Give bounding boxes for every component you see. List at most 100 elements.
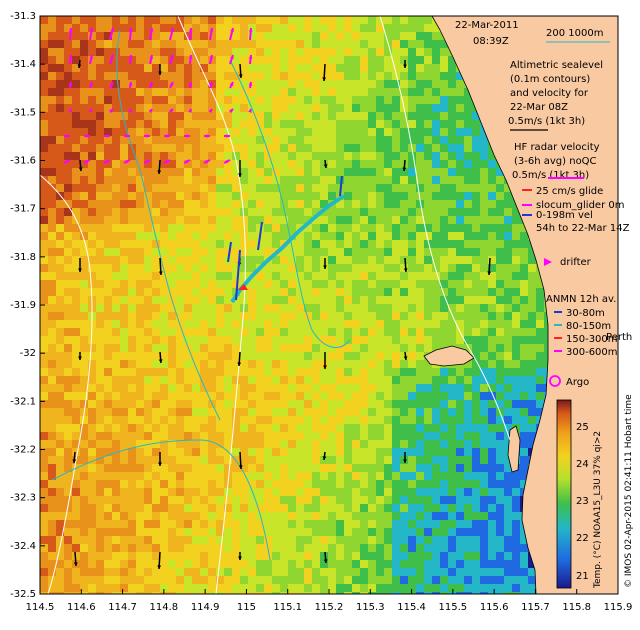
sst-cell xyxy=(336,440,344,448)
sst-cell xyxy=(440,128,448,136)
sst-cell xyxy=(392,400,400,408)
sst-cell xyxy=(232,504,240,512)
sst-cell xyxy=(456,200,464,208)
sst-cell xyxy=(456,472,464,480)
sst-cell xyxy=(264,456,272,464)
sst-cell xyxy=(144,96,152,104)
sst-cell xyxy=(344,40,352,48)
sst-cell xyxy=(248,560,256,568)
sst-cell xyxy=(504,320,512,328)
sst-cell xyxy=(336,104,344,112)
sst-cell xyxy=(288,216,296,224)
sst-cell xyxy=(320,192,328,200)
sst-cell xyxy=(448,464,456,472)
sst-cell xyxy=(128,152,136,160)
sst-cell xyxy=(520,224,528,232)
sst-cell xyxy=(440,152,448,160)
sst-cell xyxy=(288,488,296,496)
sst-cell xyxy=(496,288,504,296)
sst-cell xyxy=(488,368,496,376)
sst-cell xyxy=(448,112,456,120)
sst-cell xyxy=(288,264,296,272)
sst-cell xyxy=(512,400,520,408)
sst-cell xyxy=(288,408,296,416)
sst-cell xyxy=(160,16,168,24)
sst-cell xyxy=(504,368,512,376)
sst-cell xyxy=(384,528,392,536)
sst-cell xyxy=(456,208,464,216)
sst-cell xyxy=(360,248,368,256)
sst-cell xyxy=(320,328,328,336)
sst-cell xyxy=(384,408,392,416)
sst-cell xyxy=(200,424,208,432)
sst-cell xyxy=(416,160,424,168)
sst-cell xyxy=(80,312,88,320)
sst-cell xyxy=(392,344,400,352)
sst-cell xyxy=(136,136,144,144)
sst-cell xyxy=(464,240,472,248)
sst-cell xyxy=(272,88,280,96)
sst-cell xyxy=(248,128,256,136)
sst-cell xyxy=(184,480,192,488)
sst-cell xyxy=(264,384,272,392)
sst-cell xyxy=(160,232,168,240)
sst-cell xyxy=(368,192,376,200)
sst-cell xyxy=(88,408,96,416)
sst-cell xyxy=(256,520,264,528)
sst-cell xyxy=(448,544,456,552)
sst-cell xyxy=(504,272,512,280)
sst-cell xyxy=(280,72,288,80)
sst-cell xyxy=(360,136,368,144)
sst-cell xyxy=(304,320,312,328)
sst-cell xyxy=(120,272,128,280)
sst-cell xyxy=(304,176,312,184)
sst-cell xyxy=(344,88,352,96)
sst-cell xyxy=(272,184,280,192)
sst-cell xyxy=(432,208,440,216)
sst-cell xyxy=(96,120,104,128)
sst-cell xyxy=(208,144,216,152)
sst-cell xyxy=(288,224,296,232)
sst-cell xyxy=(112,424,120,432)
sst-cell xyxy=(336,80,344,88)
sst-cell xyxy=(384,320,392,328)
sst-cell xyxy=(160,144,168,152)
sst-cell xyxy=(496,264,504,272)
sst-cell xyxy=(152,328,160,336)
sst-cell xyxy=(64,480,72,488)
sst-cell xyxy=(248,392,256,400)
sst-cell xyxy=(504,184,512,192)
sst-cell xyxy=(280,56,288,64)
sst-cell xyxy=(280,104,288,112)
sst-cell xyxy=(320,304,328,312)
sst-cell xyxy=(120,216,128,224)
sst-cell xyxy=(104,472,112,480)
sst-cell xyxy=(88,536,96,544)
sst-cell xyxy=(224,560,232,568)
sst-cell xyxy=(192,488,200,496)
sst-cell xyxy=(344,104,352,112)
sst-cell xyxy=(120,368,128,376)
sst-cell xyxy=(448,424,456,432)
sst-cell xyxy=(152,352,160,360)
sst-cell xyxy=(328,536,336,544)
sst-cell xyxy=(344,64,352,72)
sst-cell xyxy=(488,160,496,168)
sst-cell xyxy=(520,304,528,312)
sst-cell xyxy=(288,160,296,168)
sst-cell xyxy=(224,552,232,560)
sst-cell xyxy=(80,192,88,200)
sst-cell xyxy=(40,248,48,256)
sst-cell xyxy=(96,64,104,72)
sst-cell xyxy=(264,344,272,352)
sst-cell xyxy=(168,40,176,48)
sst-cell xyxy=(464,552,472,560)
sst-cell xyxy=(272,312,280,320)
sst-cell xyxy=(88,368,96,376)
sst-cell xyxy=(80,32,88,40)
sst-cell xyxy=(256,552,264,560)
sst-cell xyxy=(80,40,88,48)
sst-cell xyxy=(344,240,352,248)
sst-cell xyxy=(120,304,128,312)
sst-cell xyxy=(288,312,296,320)
